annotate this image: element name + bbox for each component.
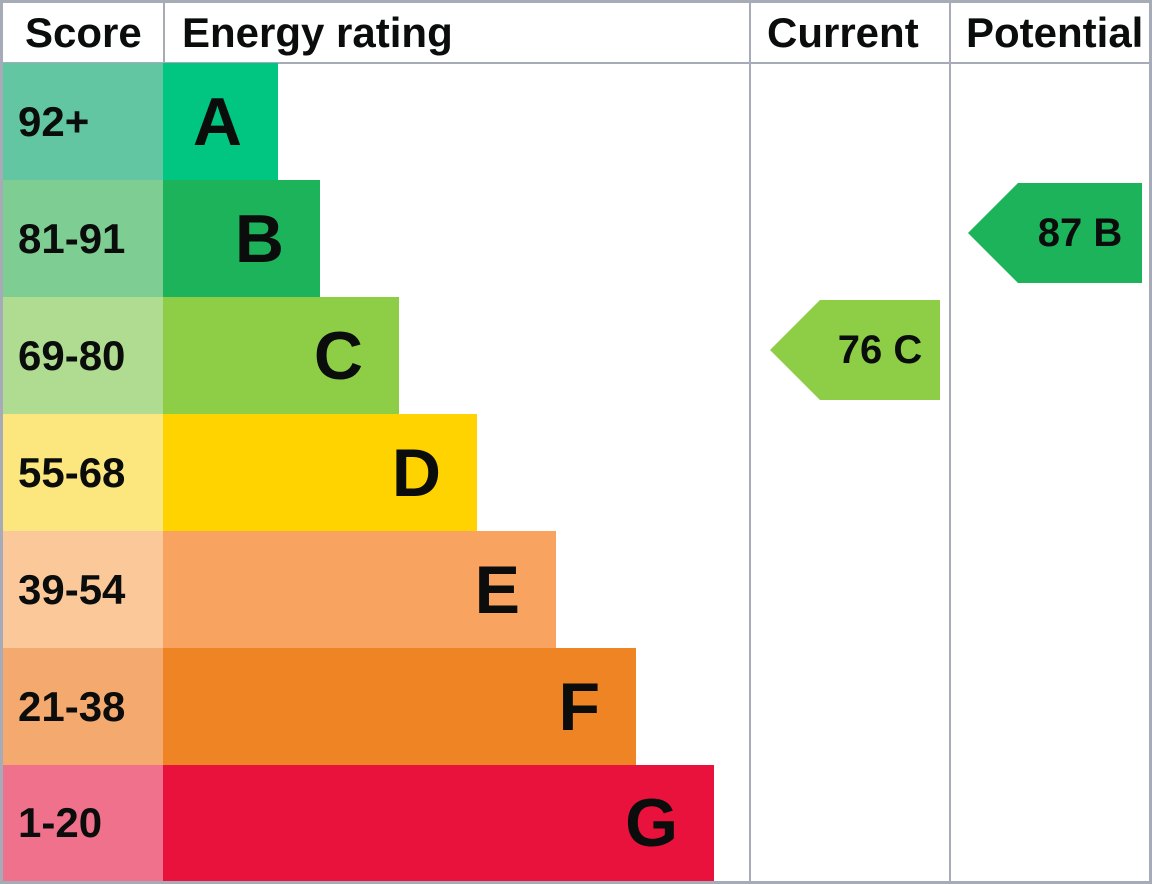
- score-column-divider: [163, 3, 165, 62]
- score-range-f: 21-38: [3, 648, 163, 765]
- score-range-g: 1-20: [3, 765, 163, 881]
- band-row-a: 92+ A: [3, 63, 749, 180]
- score-range-b: 81-91: [3, 180, 163, 297]
- potential-column-divider: [949, 3, 951, 881]
- current-column-header: Current: [767, 8, 919, 56]
- potential-rating-label: 87 B: [1037, 211, 1123, 255]
- current-rating-label: 76 C: [837, 328, 923, 372]
- rating-bar-c: C: [163, 297, 399, 414]
- band-letter-d: D: [391, 434, 441, 511]
- current-column-divider: [749, 3, 751, 881]
- band-letter-g: G: [625, 785, 678, 861]
- band-row-g: 1-20 G: [3, 765, 749, 881]
- rating-bar-a: A: [163, 63, 278, 180]
- band-row-f: 21-38 F: [3, 648, 749, 765]
- score-range-a: 92+: [3, 63, 163, 180]
- band-letter-f: F: [558, 668, 600, 745]
- score-range-e: 39-54: [3, 531, 163, 648]
- rating-bar-d: D: [163, 414, 477, 531]
- rating-bar-f: F: [163, 648, 636, 765]
- rating-bar-g: G: [163, 765, 714, 881]
- rating-bar-e: E: [163, 531, 556, 648]
- energy-rating-column-header: Energy rating: [182, 8, 453, 56]
- band-row-d: 55-68 D: [3, 414, 749, 531]
- band-row-e: 39-54 E: [3, 531, 749, 648]
- score-range-d: 55-68: [3, 414, 163, 531]
- band-row-c: 69-80 C: [3, 297, 749, 414]
- band-letter-e: E: [474, 551, 520, 628]
- score-range-c: 69-80: [3, 297, 163, 414]
- header-divider-line: [3, 62, 1149, 64]
- potential-rating-arrow: 87 B: [968, 183, 1142, 283]
- band-letter-a: A: [192, 83, 242, 160]
- band-row-b: 81-91 B: [3, 180, 749, 297]
- band-letter-b: B: [234, 200, 284, 277]
- potential-column-header: Potential: [966, 8, 1144, 56]
- score-column-header: Score: [25, 8, 142, 56]
- current-rating-arrow: 76 C: [770, 300, 940, 400]
- band-letter-c: C: [313, 317, 363, 394]
- rating-bar-b: B: [163, 180, 320, 297]
